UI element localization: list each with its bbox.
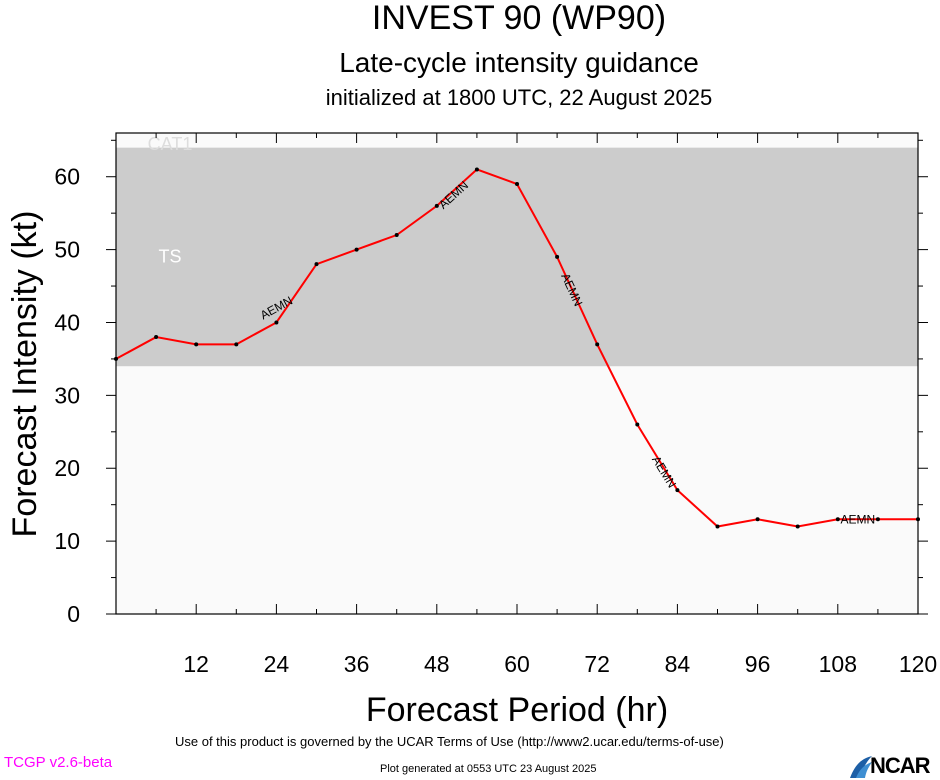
x-tick-label: 60 bbox=[504, 651, 530, 677]
data-point bbox=[635, 422, 640, 427]
data-point bbox=[474, 167, 479, 172]
data-point bbox=[274, 320, 279, 325]
y-tick-label: 60 bbox=[54, 164, 80, 190]
x-tick-label: 24 bbox=[264, 651, 290, 677]
data-point bbox=[595, 342, 600, 347]
x-tick-label: 120 bbox=[899, 651, 937, 677]
terms-of-use-text: Use of this product is governed by the U… bbox=[175, 734, 724, 749]
chart-subtitle: Late-cycle intensity guidance bbox=[339, 47, 699, 78]
chart-title: INVEST 90 (WP90) bbox=[372, 0, 666, 37]
band-ts bbox=[116, 147, 918, 367]
band-label-ts: TS bbox=[158, 247, 181, 267]
data-point bbox=[515, 182, 519, 187]
data-point bbox=[835, 517, 840, 522]
x-axis-title: Forecast Period (hr) bbox=[366, 691, 668, 729]
x-tick-label: 48 bbox=[424, 651, 450, 677]
version-label: TCGP v2.6-beta bbox=[4, 754, 113, 771]
data-point bbox=[194, 342, 199, 347]
x-tick-label: 36 bbox=[344, 651, 370, 677]
data-point bbox=[154, 335, 159, 340]
y-axis-title: Forecast Intensity (kt) bbox=[6, 211, 44, 538]
data-point bbox=[715, 524, 720, 529]
data-point bbox=[795, 524, 800, 529]
data-point bbox=[394, 233, 399, 238]
y-tick-label: 40 bbox=[54, 309, 80, 335]
ncar-logo-icon bbox=[850, 756, 872, 778]
ncar-logo-text: NCAR bbox=[870, 753, 931, 778]
data-point bbox=[675, 488, 680, 493]
chart-init-line: initialized at 1800 UTC, 22 August 2025 bbox=[326, 85, 712, 110]
plot-generated-text: Plot generated at 0553 UTC 23 August 202… bbox=[380, 763, 597, 775]
data-point bbox=[114, 356, 118, 361]
data-point bbox=[354, 247, 359, 252]
data-point bbox=[555, 254, 560, 259]
x-tick-label: 84 bbox=[665, 651, 691, 677]
plot-area: TS CAT1 12 24 36 48 60 72 84 96 108 120 0 10 20 30 40 50 6… bbox=[54, 132, 937, 677]
y-tick-label: 50 bbox=[54, 237, 80, 263]
x-tick-label: 108 bbox=[819, 651, 857, 677]
data-point bbox=[755, 517, 760, 522]
x-tick-label: 96 bbox=[745, 651, 771, 677]
y-tick-label: 10 bbox=[54, 528, 80, 554]
y-tick-label: 30 bbox=[54, 382, 80, 408]
data-point bbox=[875, 517, 880, 522]
band-label-cat1: CAT1 bbox=[148, 134, 193, 154]
data-point bbox=[234, 342, 239, 347]
x-tick-label: 12 bbox=[183, 651, 209, 677]
y-tick-label: 0 bbox=[67, 601, 80, 627]
series-label-aemn: AEMN bbox=[841, 512, 876, 526]
x-tick-label: 72 bbox=[584, 651, 610, 677]
data-point bbox=[434, 203, 439, 208]
data-point bbox=[916, 517, 920, 522]
data-point bbox=[314, 262, 319, 267]
y-tick-label: 20 bbox=[54, 455, 80, 481]
